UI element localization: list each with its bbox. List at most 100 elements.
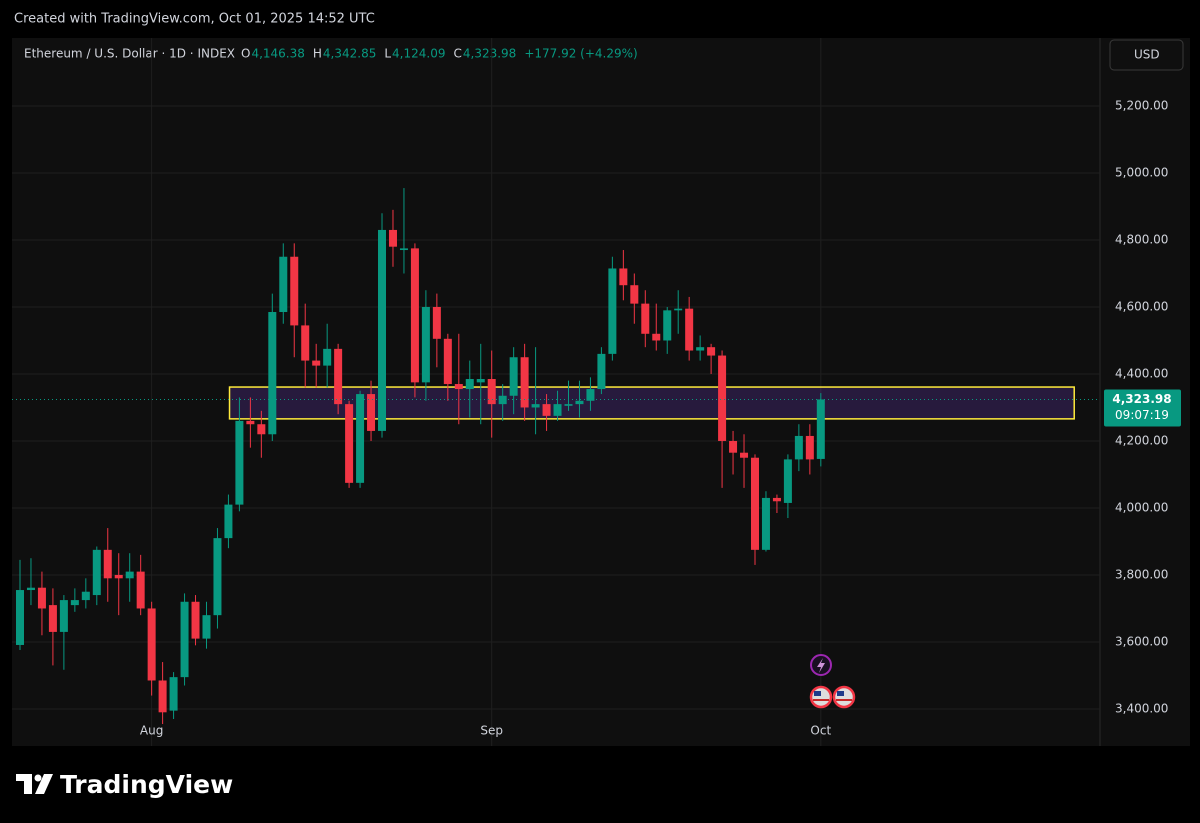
- x-tick-label: Aug: [140, 724, 163, 738]
- candle-body: [498, 395, 507, 405]
- candle-body: [608, 268, 617, 354]
- candle-body: [48, 605, 57, 632]
- candle-body: [147, 608, 156, 681]
- candle-body: [125, 571, 134, 579]
- candle-body: [465, 379, 474, 390]
- candle-body: [674, 308, 683, 311]
- candle-body: [345, 404, 354, 483]
- candle-body: [388, 229, 397, 247]
- y-tick-label: 3,600.00: [1115, 634, 1168, 648]
- ohlc-value: 4,323.98: [463, 47, 516, 61]
- x-tick-label: Oct: [810, 724, 831, 738]
- candle-body: [213, 538, 222, 616]
- logo-mark: [16, 774, 32, 794]
- candle-body: [410, 248, 419, 383]
- legend-header: Ethereum / U.S. Dollar · 1D · INDEX O 4,14…: [24, 47, 638, 61]
- lightning: [817, 658, 825, 673]
- candle-body: [378, 229, 387, 431]
- candle-body: [663, 310, 672, 341]
- candle-body: [257, 424, 266, 435]
- ohlc-value: 4,146.38: [251, 47, 304, 61]
- candle-body: [421, 306, 430, 383]
- candle-body: [103, 549, 112, 579]
- candle-body: [202, 615, 211, 639]
- candle-body: [81, 591, 90, 601]
- plot: 3,400.00 3,600.00 3,800.00 4,000.00 4,200.00…: [12, 38, 1181, 746]
- candle-body: [367, 394, 376, 431]
- candle-body: [279, 256, 288, 313]
- candle-body: [805, 435, 814, 460]
- y-tick-label: 3,800.00: [1115, 567, 1168, 581]
- ohlc-value: 4,124.09: [392, 47, 445, 61]
- event-icon[interactable]: [832, 685, 856, 709]
- candle-body: [246, 420, 255, 425]
- candle-body: [180, 601, 189, 678]
- y-tick-label: 4,600.00: [1115, 299, 1168, 313]
- candle-body: [136, 571, 145, 609]
- candle-body: [564, 404, 573, 406]
- chart-title: Ethereum / U.S. Dollar · 1D · INDEX: [24, 47, 235, 61]
- candle-body: [641, 303, 650, 334]
- candle-body: [509, 357, 518, 396]
- currency-button[interactable]: [1109, 39, 1184, 71]
- y-tick-label: 5,000.00: [1115, 165, 1168, 179]
- candle-body: [750, 457, 759, 550]
- brand-logo: TradingView: [16, 770, 233, 799]
- watermark: Created with TradingView.com, Oct 01, 20…: [14, 12, 375, 27]
- last-price: 4,323.98: [1112, 392, 1171, 406]
- ohlc-key: H: [313, 47, 322, 61]
- logo-mark: [34, 774, 42, 782]
- candle-body: [630, 285, 639, 304]
- candle-body: [158, 680, 167, 713]
- event-icons: [809, 654, 856, 709]
- candle-body: [575, 400, 584, 405]
- candle-body: [26, 587, 35, 591]
- flag-canton: [814, 691, 821, 696]
- candle-body: [783, 459, 792, 503]
- candle-body: [729, 440, 738, 453]
- candle-body: [685, 308, 694, 351]
- candle-body: [114, 574, 123, 579]
- candle-body: [169, 677, 178, 711]
- y-tick-label: 5,200.00: [1115, 99, 1168, 113]
- event-icon[interactable]: [809, 685, 833, 709]
- candle-body: [191, 601, 200, 639]
- candle-body: [597, 353, 606, 390]
- candle-body: [816, 399, 825, 459]
- candle-body: [290, 256, 299, 326]
- candle-body: [70, 600, 79, 606]
- candle-body: [772, 497, 781, 502]
- candle-body: [718, 355, 727, 441]
- candle-body: [794, 435, 803, 460]
- candle-body: [37, 587, 46, 609]
- x-tick-label: Sep: [480, 724, 503, 738]
- candle-body: [454, 384, 463, 390]
- candle-body: [399, 248, 408, 251]
- ohlc-key: C: [453, 47, 461, 61]
- ohlc-key: L: [384, 47, 391, 61]
- ohlc-key: O: [241, 47, 250, 61]
- flag-canton: [837, 691, 844, 696]
- candle-body: [235, 420, 244, 505]
- y-tick-label: 4,800.00: [1115, 232, 1168, 246]
- ohlc-value: 4,342.85: [323, 47, 376, 61]
- candle-body: [707, 347, 716, 356]
- candle-body: [619, 268, 628, 286]
- logo-mark: [35, 774, 53, 794]
- last-price-badge: [1104, 389, 1181, 427]
- y-tick-label: 4,000.00: [1115, 500, 1168, 514]
- candle-body: [16, 590, 24, 645]
- currency[interactable]: USD: [1134, 48, 1160, 62]
- candle-body: [432, 306, 441, 339]
- candle-body: [652, 333, 661, 341]
- candle-body: [696, 347, 705, 351]
- change: +177.92 (+4.29%): [524, 47, 637, 61]
- candle-body: [553, 404, 562, 416]
- y-tick-label: 3,400.00: [1115, 701, 1168, 715]
- candle-body: [586, 389, 595, 401]
- candle-body: [487, 379, 496, 405]
- candle-body: [323, 348, 332, 366]
- candle-body: [356, 394, 365, 483]
